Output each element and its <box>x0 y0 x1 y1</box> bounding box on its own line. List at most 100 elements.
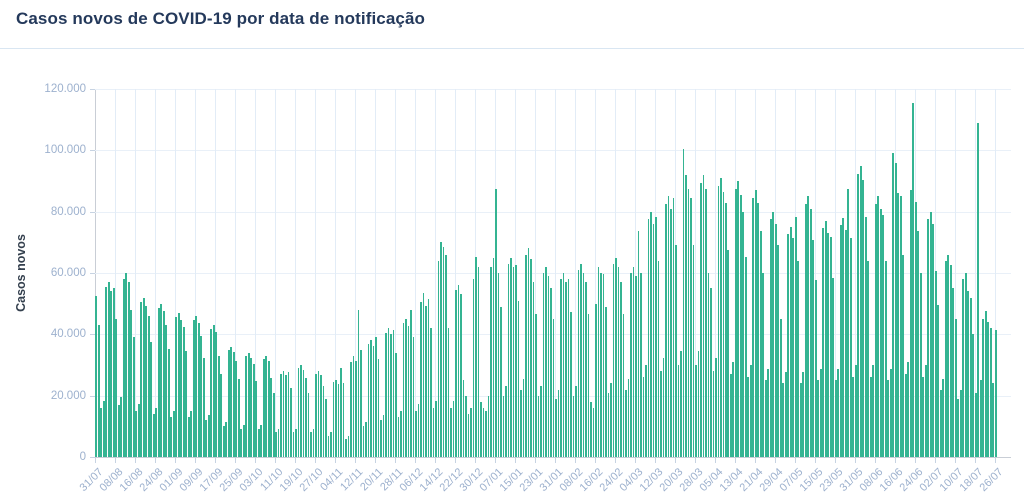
bar[interactable] <box>182 327 185 457</box>
bar[interactable] <box>295 428 297 457</box>
bar[interactable] <box>207 414 210 457</box>
bar[interactable] <box>115 319 118 457</box>
bar[interactable] <box>652 223 655 457</box>
bar[interactable] <box>902 254 905 457</box>
bar[interactable] <box>617 267 620 457</box>
bar[interactable] <box>475 256 477 457</box>
bar[interactable] <box>180 319 183 457</box>
bar[interactable] <box>787 233 790 457</box>
bar[interactable] <box>657 261 660 457</box>
bar[interactable] <box>992 383 995 457</box>
bar[interactable] <box>307 392 310 457</box>
bar[interactable] <box>105 287 108 457</box>
bar[interactable] <box>957 398 960 457</box>
bar[interactable] <box>784 372 787 457</box>
bar[interactable] <box>849 238 852 457</box>
bar[interactable] <box>640 273 642 457</box>
bar[interactable] <box>370 340 372 457</box>
bar[interactable] <box>275 432 277 457</box>
bar[interactable] <box>390 334 392 457</box>
bar[interactable] <box>152 414 155 457</box>
bar[interactable] <box>974 392 977 457</box>
bar[interactable] <box>645 365 647 457</box>
bar[interactable] <box>837 368 840 457</box>
bar[interactable] <box>495 188 497 457</box>
bar[interactable] <box>230 346 233 457</box>
bar[interactable] <box>227 349 230 457</box>
bar[interactable] <box>947 254 950 457</box>
bar[interactable] <box>527 248 530 457</box>
bar[interactable] <box>310 432 312 457</box>
bar[interactable] <box>122 278 125 457</box>
bar[interactable] <box>377 358 380 457</box>
bar[interactable] <box>877 196 880 457</box>
bar[interactable] <box>287 372 290 457</box>
bar[interactable] <box>834 380 837 457</box>
bar[interactable] <box>142 297 145 457</box>
bar[interactable] <box>879 209 882 457</box>
bar[interactable] <box>769 219 772 457</box>
bar[interactable] <box>405 319 407 457</box>
bar[interactable] <box>747 377 750 457</box>
bar[interactable] <box>522 379 525 457</box>
bar[interactable] <box>300 365 302 457</box>
bar[interactable] <box>774 223 777 457</box>
bar[interactable] <box>952 287 955 457</box>
bar[interactable] <box>462 380 465 457</box>
bar[interactable] <box>265 355 267 457</box>
bar[interactable] <box>217 355 220 457</box>
bar[interactable] <box>762 273 765 457</box>
bar[interactable] <box>809 209 812 457</box>
bar[interactable] <box>647 219 650 457</box>
bar[interactable] <box>205 420 208 457</box>
bar[interactable] <box>417 403 420 457</box>
bar[interactable] <box>525 254 527 457</box>
bar[interactable] <box>460 293 462 457</box>
bar[interactable] <box>547 276 550 457</box>
bar[interactable] <box>670 209 672 457</box>
bar[interactable] <box>585 282 587 457</box>
bar[interactable] <box>125 273 128 457</box>
bar[interactable] <box>862 180 865 457</box>
bar[interactable] <box>497 273 500 457</box>
bar[interactable] <box>882 214 885 457</box>
bar[interactable] <box>237 378 240 457</box>
bar[interactable] <box>380 420 382 457</box>
bar[interactable] <box>932 223 935 457</box>
bar[interactable] <box>117 404 120 457</box>
bar[interactable] <box>245 355 248 457</box>
bar[interactable] <box>337 384 340 457</box>
bar[interactable] <box>250 357 252 457</box>
bar[interactable] <box>777 245 780 457</box>
bar[interactable] <box>442 246 445 457</box>
bar[interactable] <box>365 421 367 457</box>
bar[interactable] <box>500 307 502 457</box>
bar[interactable] <box>190 411 193 457</box>
bar[interactable] <box>824 220 827 457</box>
bar[interactable] <box>907 361 910 457</box>
bar[interactable] <box>282 371 285 457</box>
bar[interactable] <box>420 302 422 457</box>
bar[interactable] <box>989 328 992 457</box>
bar[interactable] <box>532 282 535 457</box>
bar[interactable] <box>400 411 402 457</box>
bar[interactable] <box>562 273 565 457</box>
bar[interactable] <box>720 177 722 457</box>
bar[interactable] <box>157 308 160 457</box>
bar[interactable] <box>520 389 522 457</box>
bar[interactable] <box>357 310 360 457</box>
bar[interactable] <box>635 276 637 457</box>
bar[interactable] <box>884 261 887 457</box>
bar[interactable] <box>934 270 937 457</box>
bar[interactable] <box>232 352 235 457</box>
bar[interactable] <box>327 435 330 457</box>
bar[interactable] <box>355 361 357 457</box>
bar[interactable] <box>280 373 282 457</box>
bar[interactable] <box>185 351 188 457</box>
bar[interactable] <box>445 254 447 457</box>
bar[interactable] <box>452 400 455 457</box>
bar[interactable] <box>292 432 295 457</box>
bar[interactable] <box>852 377 855 457</box>
bar[interactable] <box>807 196 810 457</box>
bar[interactable] <box>994 329 997 457</box>
